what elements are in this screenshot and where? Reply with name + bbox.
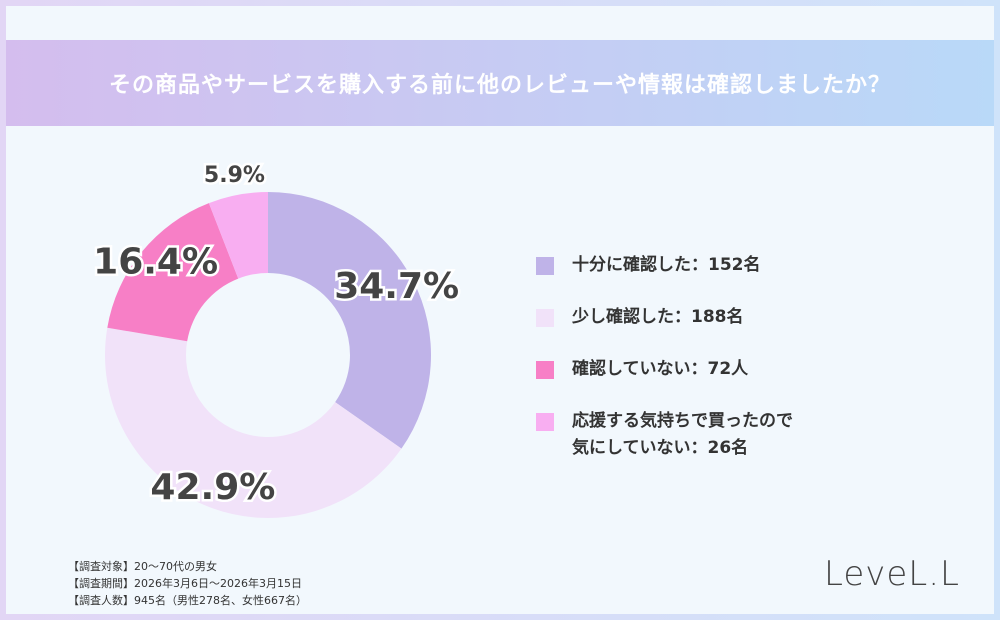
data-label: 42.9% (150, 467, 275, 508)
donut-slice (107, 203, 239, 342)
legend-item: 十分に確認した：152名 (536, 255, 793, 279)
legend-label: 応援する気持ちで買ったので 気にしていない：26名 (572, 411, 793, 458)
donut-slice (105, 327, 402, 518)
donut-slice (268, 192, 431, 449)
chart-title: その商品やサービスを購入する前に他のレビューや情報は確認しましたか？ (108, 73, 891, 98)
legend-label: 少し確認した：188名 (572, 307, 744, 327)
note: 【調査人数】945名（男性278名、女性667名） (68, 594, 307, 607)
chart: 34.7% 42.9% 16.4% 5.9% (91, 161, 462, 518)
note: 【調査期間】2026年3月6日～2026年3月15日 (68, 577, 302, 590)
data-label: 16.4% (93, 241, 218, 282)
data-label: 5.9% (204, 163, 265, 188)
legend-label: 十分に確認した：152名 (572, 255, 761, 275)
legend-item: 確認していない：72人 (536, 359, 793, 383)
data-label: 34.7% (334, 266, 459, 307)
notes: 【調査対象】20～70代の男女【調査期間】2026年3月6日～2026年3月15… (68, 558, 307, 609)
legend-item: 応援する気持ちで買ったので 気にしていない：26名 (536, 411, 793, 462)
legend-swatch (536, 413, 554, 431)
note: 【調査対象】20～70代の男女 (68, 560, 217, 573)
legend-swatch (536, 361, 554, 379)
donut-slice (208, 192, 268, 279)
panel: その商品やサービスを購入する前に他のレビューや情報は確認しましたか？ 34.7%… (6, 6, 994, 614)
title-bar: その商品やサービスを購入する前に他のレビューや情報は確認しましたか？ (6, 40, 994, 126)
legend-swatch (536, 257, 554, 275)
legend-item: 少し確認した：188名 (536, 307, 793, 331)
legend-swatch (536, 309, 554, 327)
legend-label: 確認していない：72人 (572, 359, 749, 379)
legend: 十分に確認した：152名 少し確認した：188名 確認していない：72人応援する気持… (536, 255, 793, 491)
logo: LeveL.L (824, 554, 960, 594)
